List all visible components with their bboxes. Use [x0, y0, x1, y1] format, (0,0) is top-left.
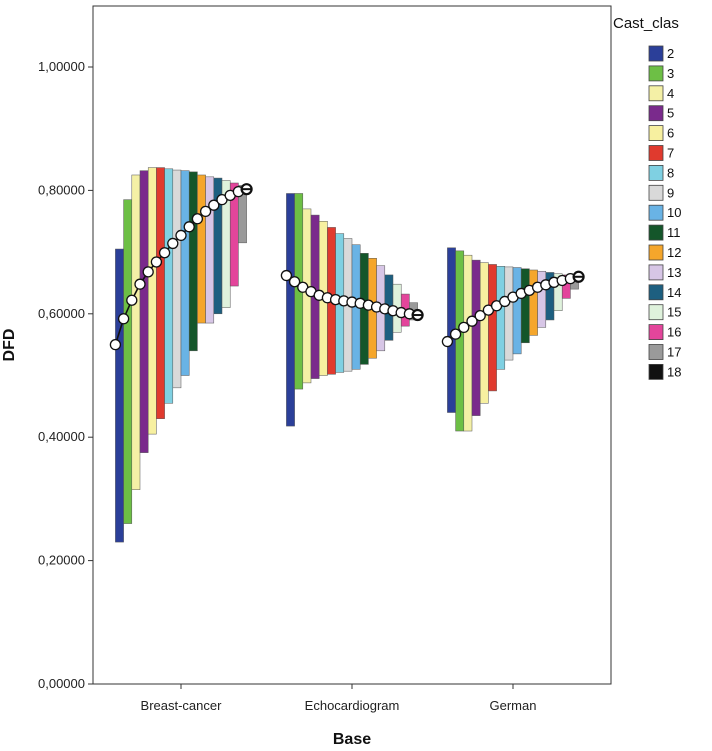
bar-class-2 [286, 193, 295, 427]
legend-swatch-8 [648, 164, 664, 181]
bar-class-12 [197, 174, 206, 324]
mean-point [183, 221, 195, 233]
mean-point [126, 294, 138, 306]
mean-point [288, 276, 301, 288]
bar-class-10 [180, 170, 190, 376]
y-tick-label: 0,60000 [38, 306, 85, 321]
bar-class-4 [463, 254, 473, 432]
legend-label-11: 11 [667, 225, 681, 240]
bar-class-12 [529, 269, 538, 336]
bar-class-7 [488, 264, 497, 392]
y-tick-label: 1,00000 [38, 59, 85, 74]
bar-group-german [447, 247, 579, 432]
legend-swatch-10 [648, 204, 664, 221]
bar-group-breast-cancer [115, 167, 247, 543]
legend-label-9: 9 [667, 185, 674, 200]
bar-class-3 [123, 199, 133, 524]
bar-class-8 [164, 168, 174, 404]
x-tick-label: Echocardiogram [305, 698, 400, 713]
legend-label-13: 13 [667, 265, 681, 280]
mean-point [167, 237, 179, 250]
mean-line-layer [109, 183, 585, 351]
legend-label-17: 17 [667, 345, 681, 360]
mean-point [142, 266, 154, 278]
y-tick-label: 0,20000 [38, 553, 85, 568]
mean-point [158, 247, 171, 259]
legend-label-14: 14 [667, 285, 681, 300]
mean-point [280, 269, 293, 282]
legend-label-7: 7 [667, 146, 674, 161]
mean-point [175, 229, 187, 242]
x-tick-label: German [490, 698, 537, 713]
y-tick-label: 0,40000 [38, 429, 85, 444]
legend-swatch-11 [648, 224, 664, 241]
legend-label-16: 16 [667, 325, 681, 340]
bar-class-5 [139, 170, 149, 453]
mean-point [199, 205, 212, 218]
legend-swatch-17 [648, 344, 664, 360]
legend-label-4: 4 [667, 86, 674, 101]
legend-swatch-3 [648, 65, 664, 82]
mean-point [117, 313, 130, 325]
bar-class-11 [188, 171, 198, 352]
bar-class-8 [496, 266, 506, 370]
mean-point [458, 321, 470, 334]
mean-point [109, 338, 122, 351]
bar-class-6 [147, 167, 157, 435]
bar-class-5 [471, 259, 481, 416]
legend-swatch-2 [648, 45, 664, 62]
legend-swatch-16 [648, 324, 664, 341]
mean-point [449, 328, 462, 340]
mean-point [466, 315, 478, 327]
legend-label-15: 15 [667, 305, 681, 320]
legend-swatch-5 [648, 105, 664, 122]
mean-point [150, 256, 163, 268]
legend-label-5: 5 [667, 106, 674, 121]
legend-swatch-13 [648, 264, 664, 281]
legend-label-8: 8 [667, 165, 674, 180]
bar-class-13 [205, 176, 215, 324]
legend-label-10: 10 [667, 205, 681, 220]
bar-class-9 [172, 169, 182, 389]
legend-label-18: 18 [667, 364, 681, 379]
bar-class-4 [131, 174, 141, 490]
mean-point [474, 309, 486, 322]
legend-swatch-12 [648, 244, 664, 261]
x-axis-title: Base [333, 731, 371, 748]
legend-title: Cast_clas [613, 15, 679, 32]
y-tick-label: 0,80000 [38, 182, 85, 197]
legend-swatch-4 [648, 85, 664, 102]
legend-swatch-15 [648, 304, 664, 321]
bar-class-6 [479, 262, 489, 404]
bar-class-10 [512, 267, 522, 355]
legend-swatch-6 [648, 125, 664, 141]
legend-swatch-14 [648, 284, 664, 301]
x-axis: Breast-cancer Echocardiogram German [141, 684, 537, 713]
bar-class-11 [520, 268, 530, 344]
y-axis-title: DFD [1, 329, 18, 362]
legend-swatch-7 [648, 145, 664, 161]
legend-swatch-18 [648, 363, 664, 380]
legend-swatch-9 [648, 184, 664, 201]
legend-label-2: 2 [667, 46, 674, 61]
mean-point [441, 335, 454, 348]
bar-class-2 [115, 248, 124, 543]
legend-label-3: 3 [667, 66, 674, 81]
y-tick-label: 0,00000 [38, 676, 85, 691]
legend-label-12: 12 [667, 245, 681, 260]
mean-point [208, 199, 220, 211]
mean-point [191, 213, 204, 225]
y-axis: 0,00000 0,20000 0,40000 0,60000 0,80000 1,000… [38, 59, 93, 691]
mean-point [134, 278, 146, 290]
bar-class-3 [455, 250, 465, 432]
legend: Cast_clas 2 3 4 5 6 7 8 9 10 11 12 13 14 15 16 17 18 [613, 15, 681, 380]
legend-label-6: 6 [667, 126, 674, 141]
bar-class-9 [504, 266, 514, 361]
bar-class-7 [156, 167, 165, 419]
x-tick-label: Breast-cancer [141, 698, 223, 713]
